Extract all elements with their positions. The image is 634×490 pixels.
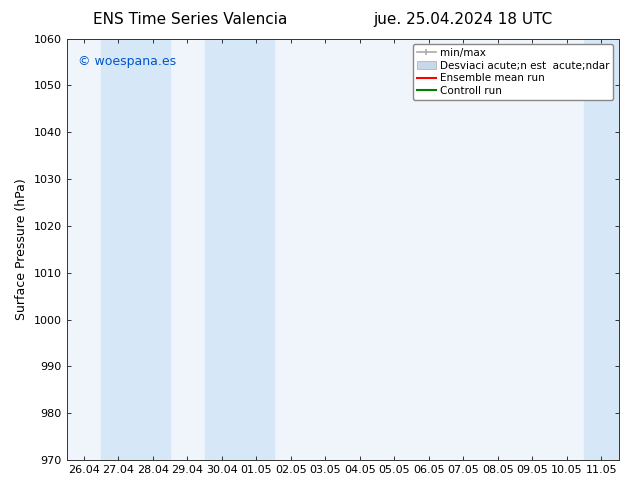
Bar <box>205 39 273 460</box>
Text: jue. 25.04.2024 18 UTC: jue. 25.04.2024 18 UTC <box>373 12 552 27</box>
Y-axis label: Surface Pressure (hPa): Surface Pressure (hPa) <box>15 178 28 320</box>
Text: © woespana.es: © woespana.es <box>77 55 176 69</box>
Legend: min/max, Desviaci acute;n est  acute;ndar, Ensemble mean run, Controll run: min/max, Desviaci acute;n est acute;ndar… <box>413 44 613 100</box>
Text: ENS Time Series Valencia: ENS Time Series Valencia <box>93 12 287 27</box>
Bar <box>101 39 170 460</box>
Bar <box>584 39 619 460</box>
